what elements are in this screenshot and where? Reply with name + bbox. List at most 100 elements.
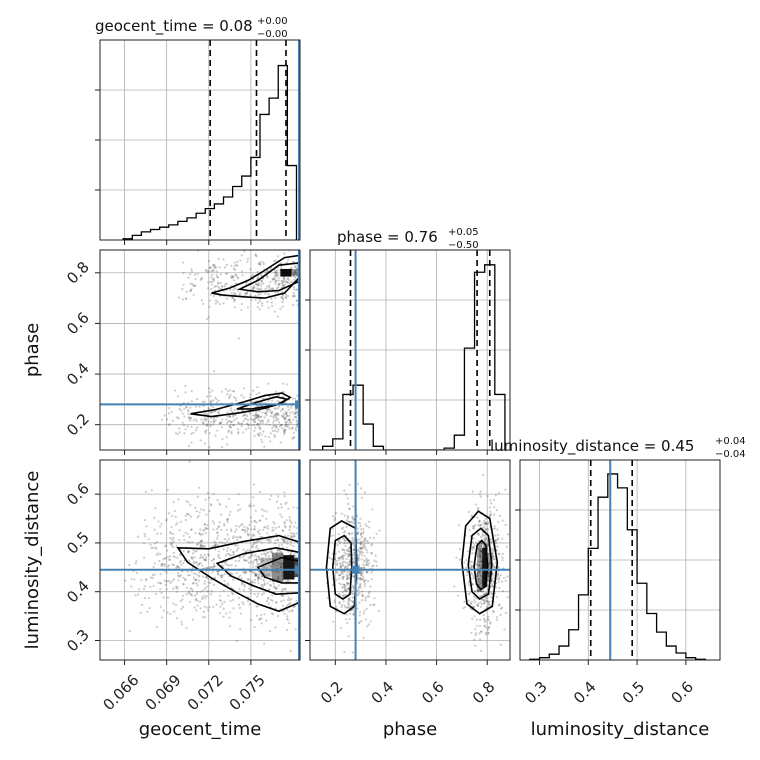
- sample-point: [361, 551, 364, 555]
- sample-point: [368, 520, 371, 523]
- sample-point: [212, 583, 216, 587]
- sample-point: [252, 543, 255, 547]
- sample-point: [341, 586, 344, 589]
- sample-point: [486, 523, 489, 526]
- sample-point: [470, 564, 473, 567]
- sample-point: [170, 542, 174, 545]
- sample-point: [266, 276, 269, 279]
- sample-point: [490, 578, 493, 582]
- sample-point: [358, 538, 361, 541]
- sample-point: [479, 574, 482, 577]
- sample-point: [492, 609, 495, 612]
- sample-point: [202, 404, 205, 408]
- sample-point: [239, 508, 242, 511]
- sample-point: [364, 545, 367, 548]
- sample-point: [491, 554, 494, 557]
- sample-point: [358, 601, 361, 604]
- sample-point: [484, 541, 488, 544]
- sample-point: [338, 601, 341, 605]
- sample-point: [472, 525, 475, 528]
- sample-point: [207, 553, 210, 556]
- sample-point: [221, 418, 224, 421]
- sample-point: [341, 548, 344, 551]
- sample-point: [289, 552, 293, 556]
- sample-point: [202, 616, 205, 619]
- sample-point: [479, 649, 482, 652]
- sample-point: [281, 426, 284, 430]
- sample-point: [274, 282, 278, 286]
- sample-point: [249, 505, 252, 508]
- sample-point: [272, 563, 275, 566]
- sample-point: [222, 589, 225, 592]
- sample-point: [144, 579, 148, 582]
- sample-point: [219, 273, 222, 276]
- sample-point: [282, 428, 286, 432]
- sample-point: [339, 564, 342, 567]
- sample-point: [214, 548, 217, 551]
- y-tick-label: 0.4: [63, 577, 93, 607]
- sample-point: [269, 432, 272, 435]
- sample-point: [267, 573, 270, 576]
- sample-point: [367, 623, 370, 626]
- sample-point: [341, 555, 344, 558]
- sample-point: [167, 423, 170, 426]
- sample-point: [151, 577, 154, 580]
- sample-point: [219, 574, 222, 577]
- sample-point: [226, 443, 229, 446]
- sample-point: [255, 558, 258, 561]
- sample-point: [249, 520, 253, 523]
- sample-point: [236, 547, 240, 550]
- sample-point: [345, 519, 348, 522]
- sample-point: [252, 389, 255, 392]
- sample-point: [481, 533, 484, 536]
- sample-point: [286, 603, 289, 607]
- sample-point: [134, 562, 137, 565]
- sample-point: [335, 560, 338, 563]
- sample-point: [147, 538, 150, 541]
- sample-point: [287, 550, 290, 553]
- sample-point: [231, 592, 234, 596]
- sample-point: [285, 412, 288, 416]
- sample-point: [352, 561, 355, 564]
- contour-line: [236, 262, 300, 293]
- sample-point: [253, 418, 256, 421]
- sample-point: [185, 593, 188, 596]
- sample-point: [257, 416, 260, 419]
- sample-point: [268, 395, 271, 398]
- sample-point: [245, 422, 249, 425]
- sample-point: [275, 601, 278, 604]
- sample-point: [378, 529, 381, 532]
- sample-point: [211, 278, 214, 281]
- sample-point: [277, 405, 280, 408]
- sample-point: [205, 269, 208, 272]
- sample-point: [172, 564, 176, 567]
- sample-point: [176, 521, 179, 524]
- sample-point: [277, 525, 281, 529]
- sample-point: [234, 559, 237, 562]
- sample-point: [282, 277, 285, 280]
- sample-point: [473, 638, 476, 641]
- sample-point: [166, 556, 170, 559]
- sample-point: [249, 294, 252, 297]
- sample-point: [144, 490, 148, 494]
- sample-point: [356, 533, 359, 536]
- sample-point: [476, 506, 480, 509]
- y-tick-label: 0.5: [63, 528, 93, 558]
- sample-point: [276, 561, 279, 564]
- sample-point: [471, 490, 474, 493]
- sample-point: [242, 571, 245, 574]
- sample-point: [254, 414, 257, 417]
- sample-point: [495, 538, 498, 542]
- sample-point: [467, 592, 470, 596]
- sample-point: [199, 543, 203, 546]
- sample-point: [232, 390, 235, 393]
- sample-point: [463, 561, 466, 564]
- sample-point: [360, 558, 363, 561]
- sample-point: [166, 488, 169, 492]
- sample-point: [276, 315, 279, 318]
- sample-point: [282, 599, 286, 602]
- sample-point: [253, 592, 256, 596]
- sample-point: [190, 389, 193, 393]
- sample-point: [253, 434, 256, 438]
- sample-point: [475, 618, 479, 621]
